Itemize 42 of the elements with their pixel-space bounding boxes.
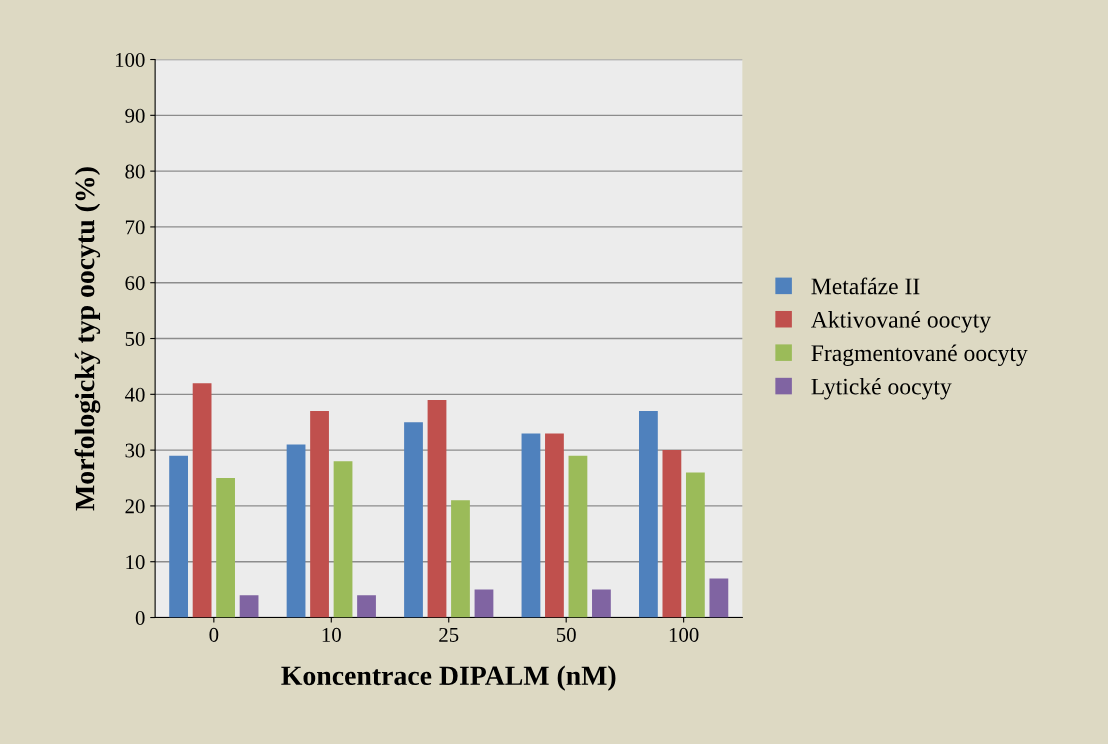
bar [592, 589, 611, 618]
x-axis-title: Koncentrace DIPALM (nM) [281, 665, 616, 691]
x-tick-label: 10 [322, 627, 341, 642]
y-tick-label: 20 [125, 499, 145, 514]
bar [545, 433, 564, 618]
bar [357, 595, 376, 618]
x-tick-label: 25 [439, 627, 459, 642]
bar [310, 411, 329, 618]
bar [639, 411, 658, 618]
y-tick-label: 10 [126, 555, 145, 570]
bar [239, 595, 259, 618]
y-tick-label: 0 [135, 610, 145, 625]
bar [286, 444, 306, 618]
bar [404, 422, 423, 618]
y-tick-label: 90 [125, 108, 145, 123]
bar [568, 455, 588, 618]
bar [709, 578, 729, 618]
legend-label: Metafáze II [811, 277, 920, 295]
y-tick-label: 50 [125, 331, 145, 346]
legend-label: Lytické oocyty [811, 377, 952, 400]
y-axis-title: Morfologický typ oocytu (%) [74, 167, 101, 511]
y-tick-label: 60 [125, 276, 145, 291]
y-tick-label: 70 [125, 220, 145, 235]
y-tick-label: 100 [115, 52, 145, 67]
x-tick-label: 100 [669, 627, 699, 642]
bar [521, 433, 541, 618]
bar [216, 478, 235, 618]
bar [192, 383, 212, 618]
x-tick-label: 0 [209, 627, 219, 642]
bar [333, 461, 353, 618]
bar [662, 450, 682, 618]
bar [474, 589, 494, 618]
bar [685, 472, 705, 618]
bar [451, 500, 470, 618]
legend-label: Fragmentované oocyty [811, 344, 1028, 367]
y-tick-label: 80 [125, 164, 145, 179]
legend-label: Aktivované oocyty [811, 311, 991, 333]
y-tick-label: 40 [124, 387, 145, 402]
x-tick-label: 50 [556, 627, 576, 642]
bar [427, 399, 447, 618]
bar [169, 455, 189, 618]
y-tick-label: 30 [125, 443, 145, 458]
